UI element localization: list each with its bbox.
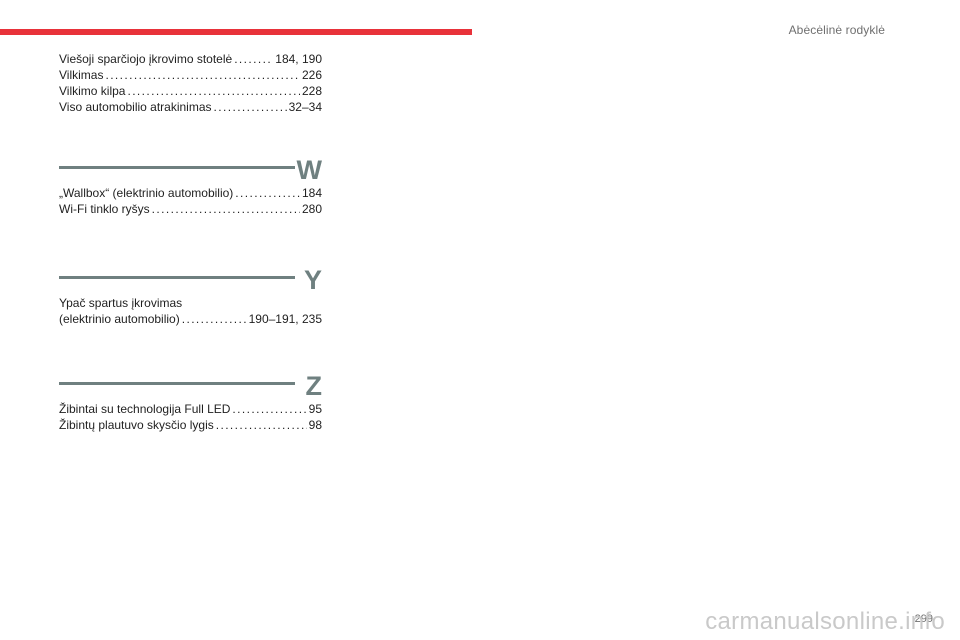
entry-label: Žibintų plautuvo skysčio lygis [59, 418, 214, 432]
section-z: Z Žibintai su technologija Full LED 95 Ž… [59, 371, 322, 433]
entry-pages: 226 [301, 68, 322, 82]
entry-pages: 184, 190 [275, 52, 322, 66]
entry-pages: 95 [308, 402, 322, 416]
entry-pages: 280 [301, 202, 322, 216]
section-v: Viešoji sparčiojo įkrovimo stotelė 184, … [59, 51, 322, 115]
index-entry: „Wallbox“ (elektrinio automobilio) 184 [59, 185, 322, 201]
index-entry: Wi-Fi tinklo ryšys 280 [59, 201, 322, 217]
entry-label: „Wallbox“ (elektrinio automobilio) [59, 186, 234, 200]
entry-pages: 228 [301, 84, 322, 98]
dot-leader [214, 99, 287, 115]
section-heading-y: Y [59, 265, 322, 295]
dot-leader [234, 51, 273, 67]
entry-label: Vilkimo kilpa [59, 84, 126, 98]
section-heading-w: W [59, 155, 322, 185]
dot-leader [235, 185, 300, 201]
index-entry: Vilkimas 226 [59, 67, 322, 83]
dot-leader [152, 201, 300, 217]
page-header-title: Abėcėlinė rodyklė [788, 23, 885, 37]
entry-label: Wi-Fi tinklo ryšys [59, 202, 150, 216]
section-w: W „Wallbox“ (elektrinio automobilio) 184… [59, 155, 322, 217]
entry-label: Viso automobilio atrakinimas [59, 100, 212, 114]
index-column: Viešoji sparčiojo įkrovimo stotelė 184, … [59, 51, 322, 433]
dot-leader [182, 311, 247, 327]
dot-leader [105, 67, 300, 83]
entry-label-line1: Ypač spartus įkrovimas [59, 296, 183, 310]
section-letter: Y [303, 265, 322, 295]
section-rule [59, 276, 295, 279]
section-rule [59, 382, 295, 385]
page-number: 299 [914, 613, 933, 625]
header-accent-bar [0, 29, 472, 35]
entry-label: Vilkimas [59, 68, 104, 82]
entry-label: (elektrinio automobilio) [59, 312, 180, 326]
entry-label: Viešoji sparčiojo įkrovimo stotelė [59, 52, 233, 66]
watermark: carmanualsonline.info [705, 608, 945, 635]
section-letter: W [296, 155, 322, 185]
index-entry: Ypač spartus įkrovimas (elektrinio autom… [59, 295, 322, 327]
entry-pages: 98 [308, 418, 322, 432]
section-y: Y Ypač spartus įkrovimas (elektrinio aut… [59, 265, 322, 327]
entry-pages: 190–191, 235 [248, 312, 322, 326]
index-entry: Žibintai su technologija Full LED 95 [59, 401, 322, 417]
section-rule [59, 166, 295, 169]
index-entry: Vilkimo kilpa 228 [59, 83, 322, 99]
dot-leader [216, 417, 307, 433]
entry-pages: 32–34 [288, 100, 322, 114]
section-letter: Z [305, 371, 323, 401]
entry-pages: 184 [301, 186, 322, 200]
index-entry: Viešoji sparčiojo įkrovimo stotelė 184, … [59, 51, 322, 67]
section-heading-z: Z [59, 371, 322, 401]
entry-label: Žibintai su technologija Full LED [59, 402, 231, 416]
index-entry: Žibintų plautuvo skysčio lygis 98 [59, 417, 322, 433]
dot-leader [232, 401, 306, 417]
index-entry: Viso automobilio atrakinimas 32–34 [59, 99, 322, 115]
dot-leader [127, 83, 300, 99]
